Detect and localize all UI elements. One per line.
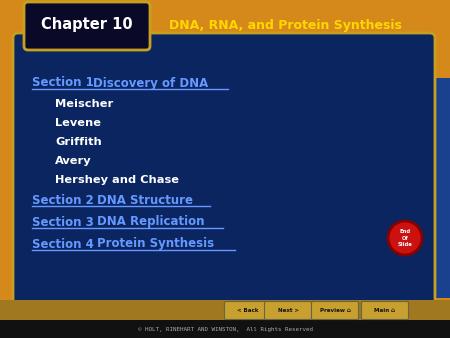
- FancyBboxPatch shape: [311, 301, 359, 319]
- Text: Meischer: Meischer: [55, 99, 113, 109]
- Text: DNA Structure: DNA Structure: [97, 193, 193, 207]
- Text: DNA, RNA, and Protein Synthesis: DNA, RNA, and Protein Synthesis: [169, 19, 401, 31]
- FancyBboxPatch shape: [265, 301, 311, 319]
- Text: Avery: Avery: [55, 156, 92, 166]
- Text: Discovery of DNA: Discovery of DNA: [93, 76, 208, 90]
- Bar: [0, 320, 450, 338]
- Text: DNA Replication: DNA Replication: [97, 216, 204, 228]
- Circle shape: [388, 221, 422, 255]
- Text: Next >: Next >: [278, 308, 298, 313]
- Text: Chapter 10: Chapter 10: [41, 18, 133, 32]
- Text: Section 4: Section 4: [32, 238, 94, 250]
- Text: Section 1: Section 1: [32, 76, 94, 90]
- Text: Section 2: Section 2: [32, 193, 94, 207]
- Text: Main ⌂: Main ⌂: [374, 308, 396, 313]
- FancyBboxPatch shape: [225, 301, 271, 319]
- Text: Section 3: Section 3: [32, 216, 94, 228]
- Text: Protein Synthesis: Protein Synthesis: [97, 238, 214, 250]
- FancyBboxPatch shape: [13, 33, 435, 318]
- FancyBboxPatch shape: [361, 301, 409, 319]
- FancyBboxPatch shape: [24, 2, 150, 50]
- Text: < Back: < Back: [237, 308, 259, 313]
- Bar: [0, 300, 450, 320]
- Text: Preview ⌂: Preview ⌂: [320, 308, 351, 313]
- Text: Hershey and Chase: Hershey and Chase: [55, 175, 179, 185]
- Text: © HOLT, RINEHART AND WINSTON,  All Rights Reserved: © HOLT, RINEHART AND WINSTON, All Rights…: [138, 327, 312, 332]
- Text: Griffith: Griffith: [55, 137, 102, 147]
- Text: End
Of
Slide: End Of Slide: [397, 229, 413, 247]
- Text: Levene: Levene: [55, 118, 101, 128]
- Bar: [432, 78, 450, 298]
